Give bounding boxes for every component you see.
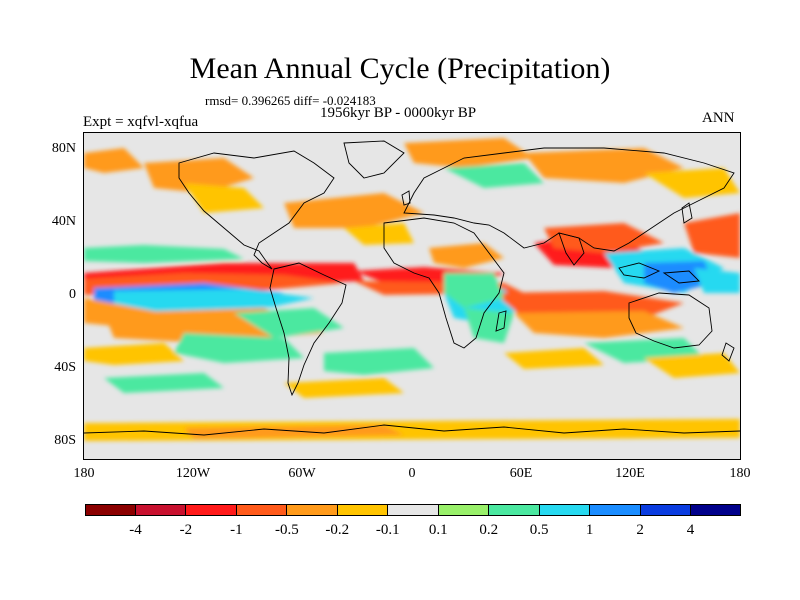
colorbar-label: -0.2 xyxy=(325,522,350,538)
colorbar xyxy=(85,504,741,516)
colorbar-label: -2 xyxy=(179,522,193,538)
colorbar-segment xyxy=(590,504,641,516)
colorbar-segment xyxy=(640,504,692,516)
colorbar-segment xyxy=(539,504,591,516)
experiment-label: Expt = xqfvl-xqfua xyxy=(83,114,199,130)
lon-tick: 180 xyxy=(729,466,751,481)
season-label: ANN xyxy=(702,110,735,126)
colorbar-segment xyxy=(388,504,439,516)
colorbar-label: 2 xyxy=(636,522,644,538)
colorbar-label: 4 xyxy=(686,522,695,538)
anomaly-field xyxy=(84,138,740,441)
colorbar-label: 1 xyxy=(585,522,594,538)
lat-tick: 80N xyxy=(51,141,76,156)
colorbar-segment xyxy=(186,504,237,516)
lon-tick: 60E xyxy=(509,466,533,481)
colorbar-label: 0.2 xyxy=(479,522,499,538)
colorbar-segment xyxy=(489,504,540,516)
plot-title: Mean Annual Cycle (Precipitation) xyxy=(189,52,611,85)
lat-tick: 40S xyxy=(54,360,76,375)
colorbar-label: -0.5 xyxy=(274,522,299,538)
colorbar-label: -0.1 xyxy=(375,522,400,538)
coastlines xyxy=(84,140,740,436)
period-label: 1956kyr BP - 0000kyr BP xyxy=(320,105,477,121)
colorbar-segment xyxy=(337,504,389,516)
lon-tick: 60W xyxy=(288,466,316,481)
lat-tick: 80S xyxy=(54,433,76,448)
lat-tick: 40N xyxy=(51,214,76,229)
lat-tick: 0 xyxy=(69,287,76,302)
lon-tick: 120W xyxy=(175,466,211,481)
colorbar-segment xyxy=(236,504,288,516)
colorbar-segment xyxy=(135,504,187,516)
colorbar-segment xyxy=(85,504,136,516)
colorbar-segment xyxy=(287,504,338,516)
colorbar-label: 0.5 xyxy=(529,522,549,538)
lon-tick: 0 xyxy=(408,466,416,481)
colorbar-label: -1 xyxy=(230,522,243,538)
colorbar-label: -4 xyxy=(129,522,142,538)
lon-tick: 120E xyxy=(615,466,645,481)
colorbar-segment xyxy=(438,504,490,516)
precipitation-map xyxy=(83,132,741,460)
colorbar-segment xyxy=(691,504,741,516)
colorbar-label: 0.1 xyxy=(428,522,448,538)
rmsd-diff-stats: rmsd= 0.396265 diff= -0.024183 xyxy=(205,93,376,108)
lon-tick: 180 xyxy=(73,466,95,481)
